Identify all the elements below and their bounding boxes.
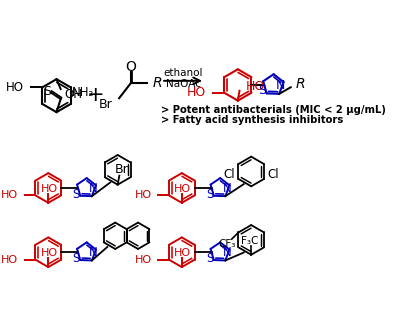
- Text: N: N: [223, 246, 231, 259]
- Text: HO: HO: [135, 190, 152, 200]
- Text: F₃C: F₃C: [241, 236, 258, 246]
- Text: NaOAc: NaOAc: [166, 79, 201, 89]
- Text: HO: HO: [41, 248, 58, 258]
- Text: HO: HO: [1, 255, 18, 265]
- Text: NH₂: NH₂: [72, 86, 94, 99]
- Text: +: +: [86, 85, 104, 105]
- Text: Br: Br: [115, 163, 129, 176]
- Text: Cl: Cl: [267, 168, 279, 181]
- Text: ethanol: ethanol: [163, 69, 203, 78]
- Text: HO: HO: [6, 81, 24, 94]
- Text: R: R: [152, 76, 162, 90]
- Text: Cl: Cl: [223, 168, 235, 181]
- Text: N: N: [223, 182, 231, 194]
- Text: HO: HO: [1, 190, 18, 200]
- Text: CF₃: CF₃: [218, 239, 236, 249]
- Text: N: N: [89, 182, 98, 194]
- Text: N: N: [89, 246, 98, 259]
- Text: HO: HO: [174, 184, 191, 194]
- Text: S: S: [72, 252, 80, 265]
- Text: S: S: [206, 188, 213, 201]
- Text: OH: OH: [65, 88, 83, 101]
- Text: > Fatty acid synthesis inhibitors: > Fatty acid synthesis inhibitors: [161, 115, 343, 125]
- Text: S: S: [72, 188, 80, 201]
- Text: Br: Br: [99, 98, 113, 111]
- Text: O: O: [125, 60, 136, 74]
- Text: HO: HO: [41, 184, 58, 194]
- Text: R: R: [296, 77, 305, 91]
- Text: N: N: [276, 79, 286, 92]
- Text: S: S: [43, 85, 51, 98]
- Text: HO: HO: [246, 80, 265, 93]
- Text: HO: HO: [135, 255, 152, 265]
- Text: S: S: [258, 84, 266, 97]
- Text: S: S: [206, 252, 213, 265]
- Text: HO: HO: [187, 86, 206, 99]
- Text: HO: HO: [174, 248, 191, 258]
- Text: > Potent antibacterials (MIC < 2 μg/mL): > Potent antibacterials (MIC < 2 μg/mL): [161, 105, 386, 115]
